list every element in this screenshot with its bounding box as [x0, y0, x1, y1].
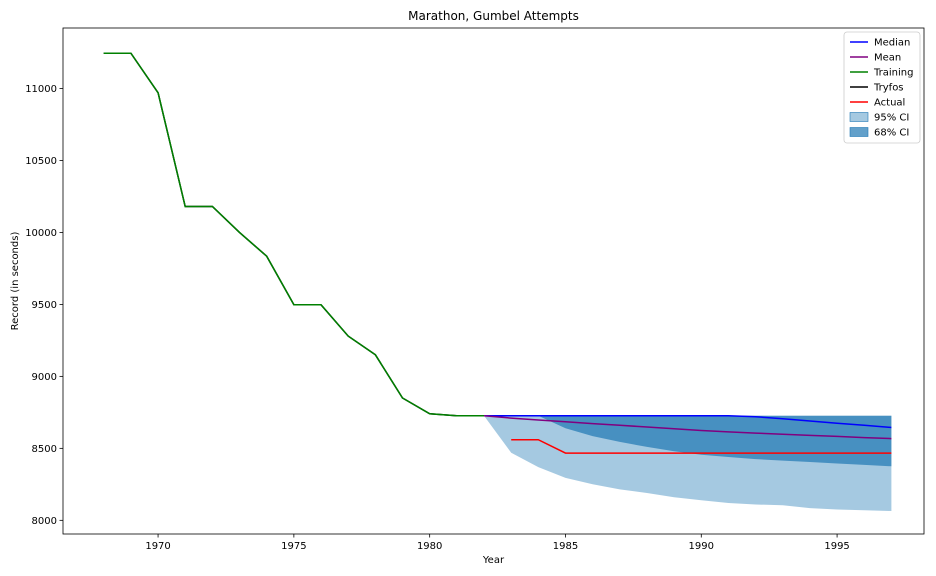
series-lines: [103, 52, 892, 454]
legend-label-median: Median: [874, 38, 910, 49]
legend-swatch-68-ci: [849, 127, 869, 137]
chart-title: Marathon, Gumbel Attempts: [408, 9, 579, 23]
y-tick-label: 9500: [32, 300, 57, 311]
legend-label-68-ci: 68% CI: [874, 128, 909, 139]
series-line-mean: [483, 414, 892, 440]
legend-label-mean: Mean: [874, 53, 901, 64]
legend-label-actual: Actual: [874, 98, 905, 109]
y-tick-label: 11000: [25, 84, 57, 95]
legend-swatch-95-ci: [849, 112, 869, 122]
y-axis-ticks: 8000 8500 9000 9500 10000 10500 11000: [25, 84, 63, 527]
y-tick-label: 10000: [25, 228, 57, 239]
x-axis-label: Year: [482, 555, 505, 566]
x-tick-label: 1975: [281, 541, 306, 552]
x-tick-label: 1990: [689, 541, 714, 552]
x-tick-label: 1970: [145, 541, 170, 552]
x-tick-label: 1995: [824, 541, 849, 552]
legend-frame: [843, 31, 921, 144]
plot-frame: [62, 27, 925, 535]
y-tick-label: 10500: [25, 156, 57, 167]
legend-label-tryfos: Tryfos: [873, 83, 904, 94]
series-line-actual: [511, 438, 892, 454]
x-axis-ticks: 1970 1975 1980 1985 1990 1995: [145, 534, 850, 552]
y-tick-label: 8500: [32, 444, 57, 455]
legend-label-95-ci: 95% CI: [874, 113, 909, 124]
series-line-median: [484, 414, 892, 429]
y-tick-label: 8000: [32, 516, 57, 527]
x-tick-label: 1985: [553, 541, 578, 552]
y-tick-label: 9000: [32, 372, 57, 383]
legend: Median Mean Training Tryfos Actual 95% CI 68% …: [843, 31, 921, 144]
series-line-training: [103, 52, 484, 417]
y-axis-label: Record (in seconds): [10, 232, 21, 331]
legend-label-training: Training: [873, 68, 913, 79]
x-tick-label: 1980: [417, 541, 442, 552]
